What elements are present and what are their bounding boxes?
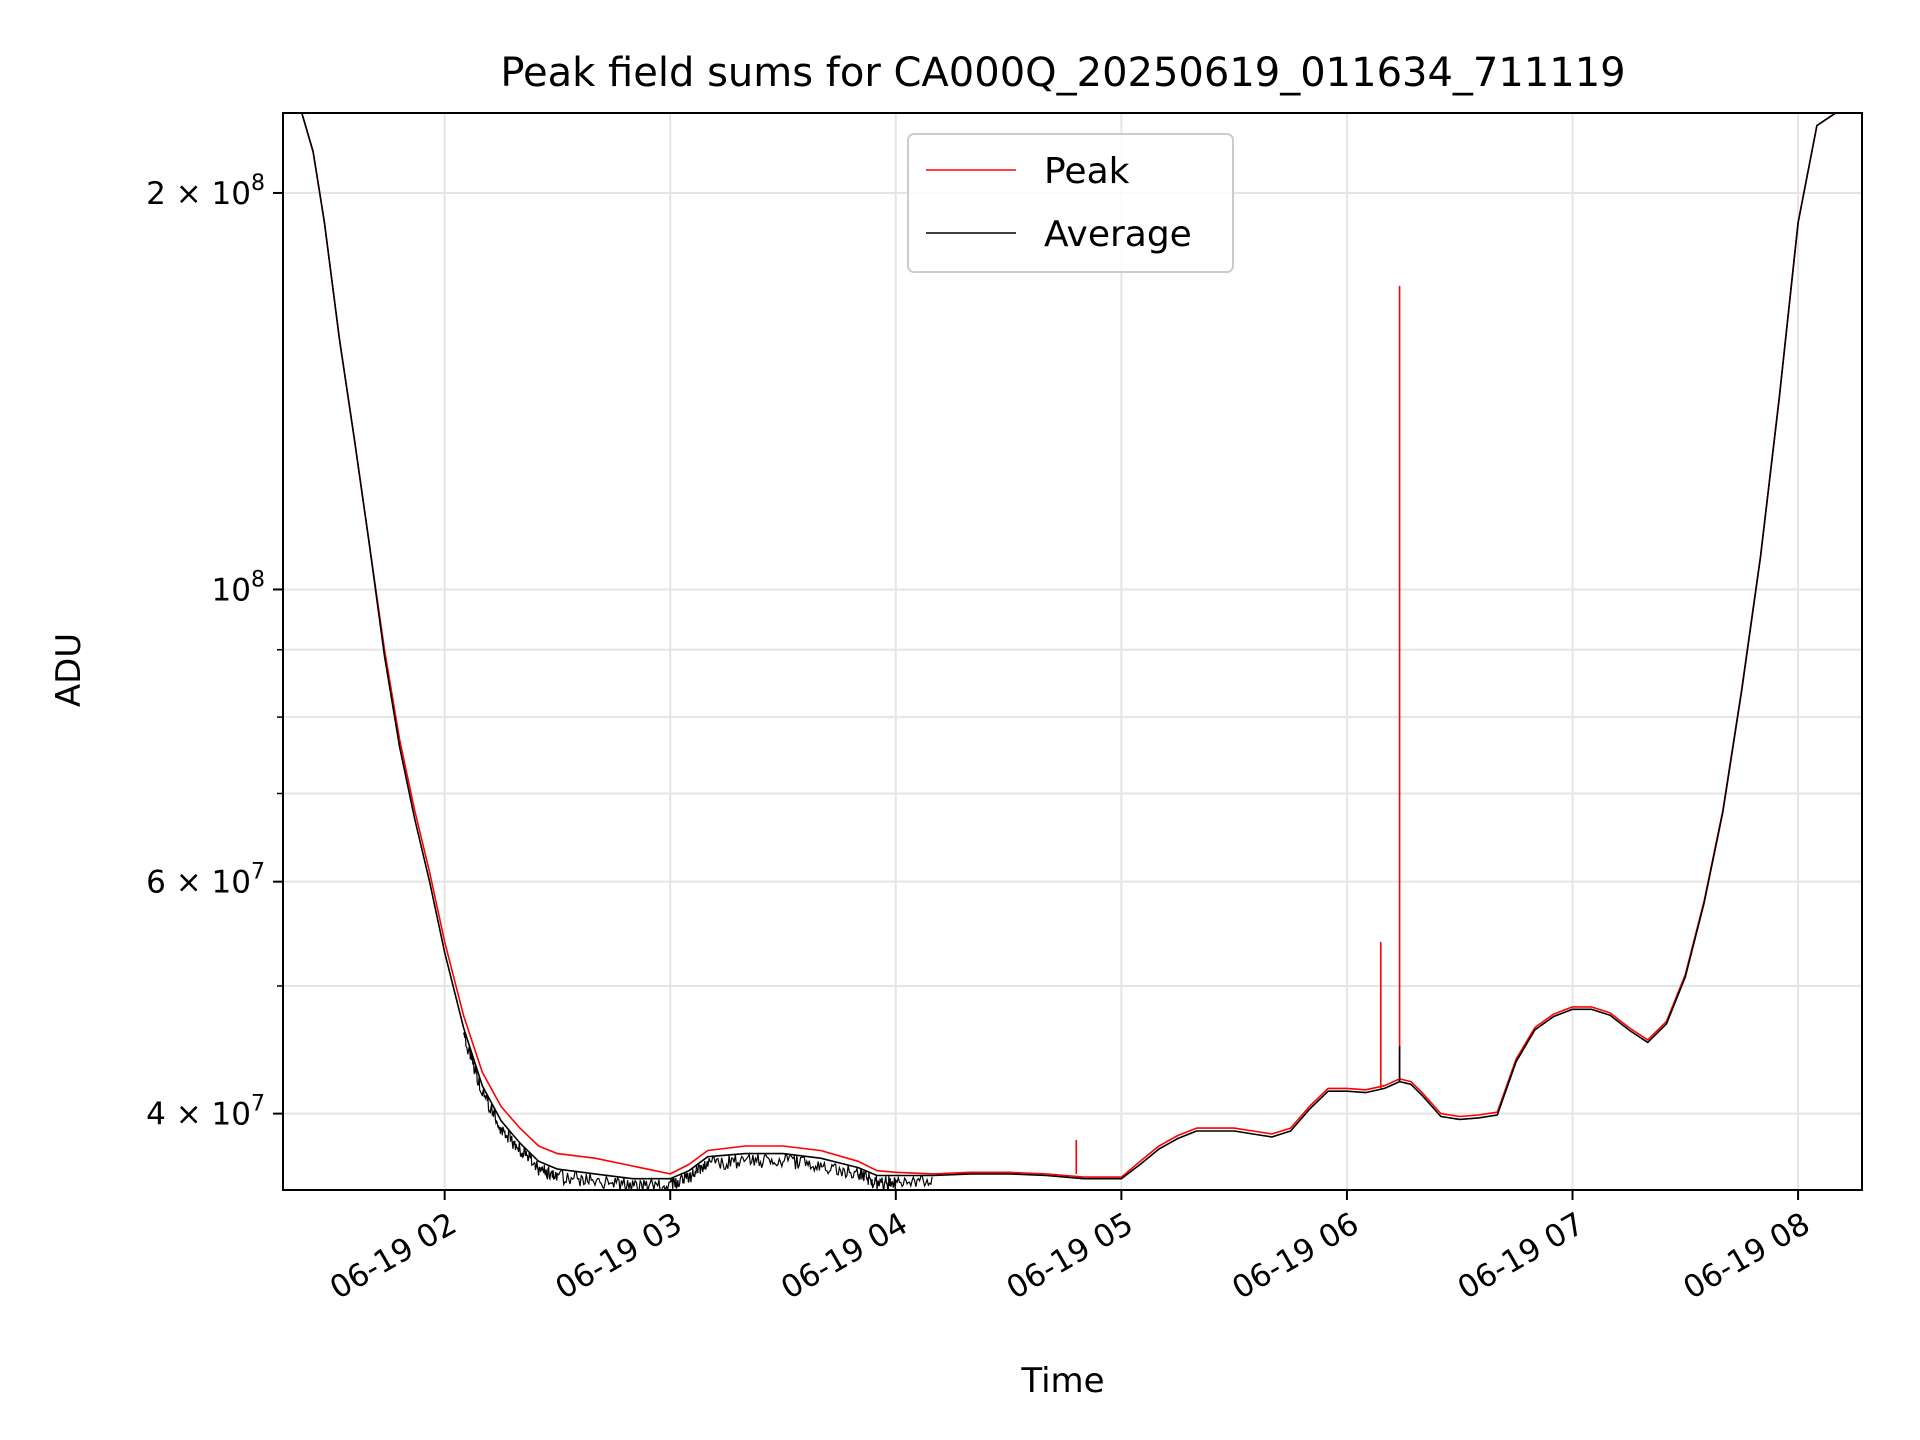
y-tick-label: 4 × 107 xyxy=(146,1092,265,1133)
y-axis-label: ADU xyxy=(49,633,89,707)
plot-series xyxy=(283,113,1862,1190)
grid xyxy=(283,113,1862,1190)
chart-title: Peak field sums for CA000Q_20250619_0116… xyxy=(500,50,1625,96)
legend-box xyxy=(907,133,1234,273)
x-axis-label: Time xyxy=(1020,1361,1104,1401)
series-noise-average xyxy=(462,1030,933,1190)
y-tick-label: 108 xyxy=(212,567,265,608)
legend-label-average: Average xyxy=(1044,214,1192,255)
legend: Peak Average xyxy=(907,133,1234,273)
y-tick-label: 2 × 108 xyxy=(146,171,265,212)
y-tick-label: 6 × 107 xyxy=(146,860,265,901)
plot-frame xyxy=(282,112,1863,1191)
series-line-average xyxy=(283,113,1862,1180)
y-axis-ticks: 2 × 108 108 6 × 107 4 × 107 xyxy=(146,171,283,1133)
series-line-peak xyxy=(283,113,1862,1178)
legend-label-peak: Peak xyxy=(1044,151,1130,192)
